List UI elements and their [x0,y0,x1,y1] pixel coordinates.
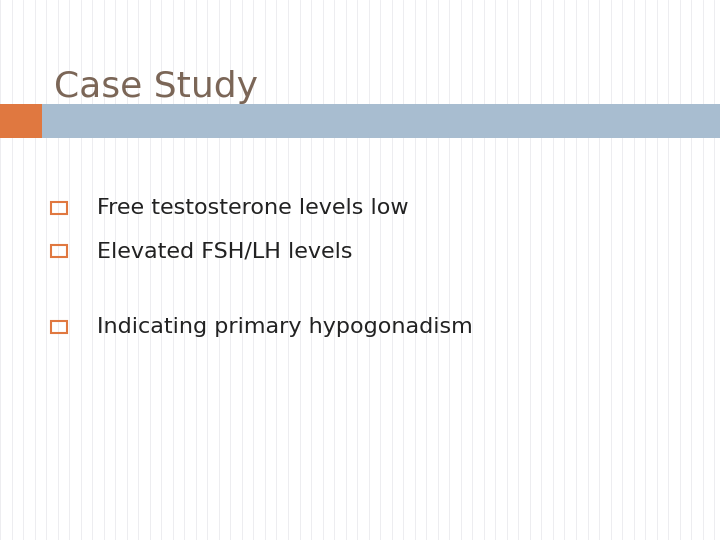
Bar [51,202,67,214]
Text: Indicating primary hypogonadism: Indicating primary hypogonadism [97,316,473,337]
Bar [0,104,42,138]
Text: Free testosterone levels low: Free testosterone levels low [97,198,409,218]
Text: Case Study: Case Study [54,70,258,104]
Bar [0,104,720,138]
Text: Elevated FSH/LH levels: Elevated FSH/LH levels [97,241,353,261]
Bar [51,321,67,333]
Bar [51,245,67,257]
